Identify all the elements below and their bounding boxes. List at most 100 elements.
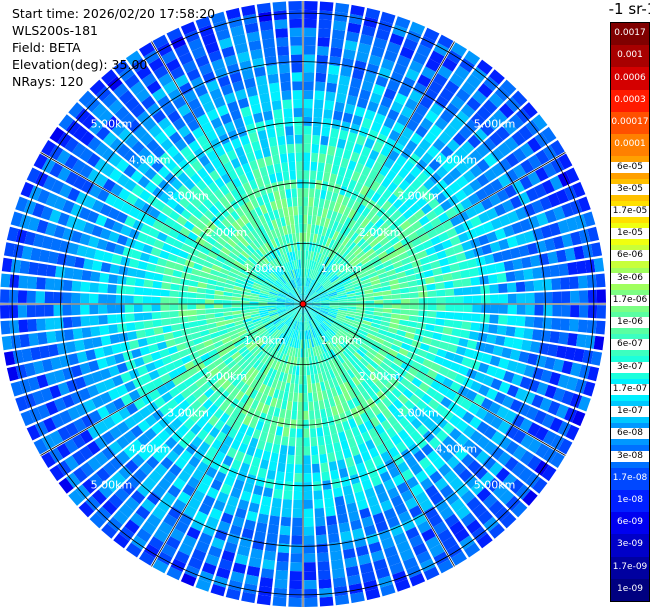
range-gate-cell bbox=[348, 179, 357, 190]
range-gate-cell bbox=[49, 384, 62, 399]
range-gate-cell bbox=[259, 20, 274, 31]
range-gate-cell bbox=[293, 99, 303, 109]
range-gate-cell bbox=[407, 383, 419, 394]
range-gate-cell bbox=[467, 459, 482, 474]
range-gate-cell bbox=[448, 181, 462, 194]
range-gate-cell bbox=[374, 336, 385, 345]
range-gate-cell bbox=[172, 330, 183, 339]
range-gate-cell bbox=[384, 264, 395, 272]
range-gate-cell bbox=[534, 292, 544, 304]
range-gate-cell bbox=[354, 106, 366, 118]
range-gate-cell bbox=[370, 121, 383, 133]
range-gate-cell bbox=[387, 487, 400, 500]
range-gate-cell bbox=[427, 345, 439, 355]
range-gate-cell bbox=[243, 351, 253, 361]
range-gate-cell bbox=[388, 348, 399, 358]
range-gate-cell bbox=[348, 13, 363, 25]
range-gate-cell bbox=[376, 153, 388, 165]
range-gate-cell bbox=[452, 132, 467, 146]
range-gate-cell bbox=[414, 355, 425, 365]
range-gate-cell bbox=[163, 470, 177, 484]
range-gate-cell bbox=[188, 556, 203, 570]
range-gate-cell bbox=[144, 427, 157, 441]
range-gate-cell bbox=[53, 397, 67, 412]
range-gate-cell bbox=[515, 281, 526, 292]
range-gate-cell bbox=[267, 306, 277, 310]
range-gate-cell bbox=[339, 272, 348, 280]
range-gate-cell bbox=[425, 484, 439, 498]
range-gate-cell bbox=[174, 263, 185, 272]
range-gate-cell bbox=[177, 491, 191, 505]
range-gate-cell bbox=[259, 92, 271, 104]
range-gate-cell bbox=[311, 304, 321, 307]
colorbar-tick-label: 3e-07 bbox=[611, 361, 649, 373]
range-gate-cell bbox=[327, 313, 337, 319]
range-gate-cell bbox=[312, 261, 317, 271]
range-gate-cell bbox=[331, 559, 344, 570]
range-gate-cell bbox=[322, 280, 331, 288]
range-gate-cell bbox=[71, 280, 82, 292]
range-gate-cell bbox=[498, 304, 508, 314]
range-gate-cell bbox=[425, 246, 436, 256]
range-gate-cell bbox=[325, 330, 333, 339]
range-gate-cell bbox=[49, 465, 65, 482]
range-gate-cell bbox=[250, 313, 260, 318]
range-gate-cell bbox=[315, 72, 327, 83]
range-gate-cell bbox=[171, 430, 184, 443]
range-gate-cell bbox=[295, 366, 300, 376]
range-gate-cell bbox=[306, 241, 310, 251]
range-gate-cell bbox=[59, 410, 73, 425]
range-gate-cell bbox=[125, 542, 142, 558]
range-gate-cell bbox=[383, 88, 397, 101]
range-gate-cell bbox=[248, 557, 262, 568]
range-gate-cell bbox=[377, 575, 393, 588]
range-gate-cell bbox=[375, 352, 386, 362]
range-gate-cell bbox=[101, 523, 118, 539]
range-gate-cell bbox=[309, 419, 316, 429]
range-gate-cell bbox=[405, 139, 418, 153]
range-gate-cell bbox=[372, 315, 383, 321]
range-gate-cell bbox=[347, 219, 357, 230]
range-gate-cell bbox=[282, 427, 290, 437]
range-gate-cell bbox=[567, 261, 578, 275]
range-gate-cell bbox=[313, 400, 320, 411]
range-gate-cell bbox=[365, 296, 375, 301]
range-gate-cell bbox=[283, 391, 289, 401]
range-gate-cell bbox=[498, 435, 512, 450]
range-gate-cell bbox=[291, 535, 303, 545]
range-gate-cell bbox=[218, 329, 229, 336]
range-gate-cell bbox=[221, 379, 232, 390]
range-gate-cell bbox=[267, 377, 274, 388]
range-gate-cell bbox=[210, 479, 223, 491]
range-gate-cell bbox=[328, 229, 336, 239]
range-gate-cell bbox=[398, 282, 409, 289]
range-gate-cell bbox=[345, 287, 355, 293]
range-gate-cell bbox=[274, 361, 281, 371]
range-gate-cell bbox=[159, 404, 171, 416]
range-gate-cell bbox=[65, 379, 79, 393]
range-gate-cell bbox=[449, 215, 462, 227]
range-gate-cell bbox=[356, 97, 369, 109]
range-gate-cell bbox=[116, 275, 127, 285]
range-gate-cell bbox=[400, 147, 413, 160]
range-gate-cell bbox=[460, 103, 476, 118]
range-gate-cell bbox=[319, 363, 325, 373]
range-gate-cell bbox=[328, 309, 338, 314]
range-gate-cell bbox=[486, 365, 498, 377]
range-gate-cell bbox=[451, 42, 468, 57]
range-gate-cell bbox=[541, 413, 555, 429]
range-gate-cell bbox=[142, 354, 154, 365]
range-gate-cell bbox=[424, 131, 437, 145]
range-gate-cell bbox=[214, 308, 224, 313]
range-gate-cell bbox=[524, 316, 535, 328]
range-gate-cell bbox=[236, 380, 246, 391]
range-gate-cell bbox=[358, 126, 370, 138]
range-gate-cell bbox=[390, 162, 402, 174]
range-gate-cell bbox=[315, 315, 323, 323]
range-gate-cell bbox=[416, 322, 427, 330]
range-gate-cell bbox=[105, 355, 117, 367]
range-gate-cell bbox=[320, 322, 329, 331]
range-gate-cell bbox=[137, 337, 148, 348]
range-gate-cell bbox=[353, 234, 363, 245]
range-gate-cell bbox=[170, 352, 181, 362]
